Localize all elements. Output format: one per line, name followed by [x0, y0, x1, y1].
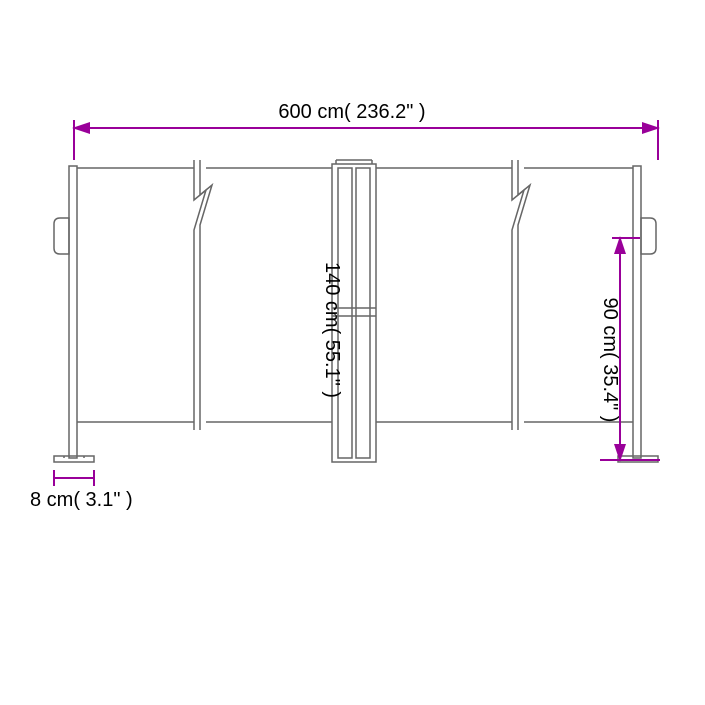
center-height-dimension: 140 cm( 55.1" ) — [321, 262, 343, 398]
break-mark-right — [512, 160, 530, 430]
left-post — [54, 166, 94, 462]
right-post — [618, 166, 658, 462]
base-dimension: 8 cm( 3.1" ) — [30, 470, 133, 511]
dimension-diagram: 600 cm( 236.2" ) — [0, 0, 705, 705]
right-height-label: 90 cm( 35.4" ) — [599, 298, 621, 423]
break-mark-left — [194, 160, 212, 430]
right-height-dimension: 90 cm( 35.4" ) — [599, 238, 660, 460]
width-label: 600 cm( 236.2" ) — [278, 101, 425, 123]
width-dimension: 600 cm( 236.2" ) — [74, 101, 658, 160]
base-label: 8 cm( 3.1" ) — [30, 489, 133, 511]
center-height-label: 140 cm( 55.1" ) — [321, 262, 343, 398]
